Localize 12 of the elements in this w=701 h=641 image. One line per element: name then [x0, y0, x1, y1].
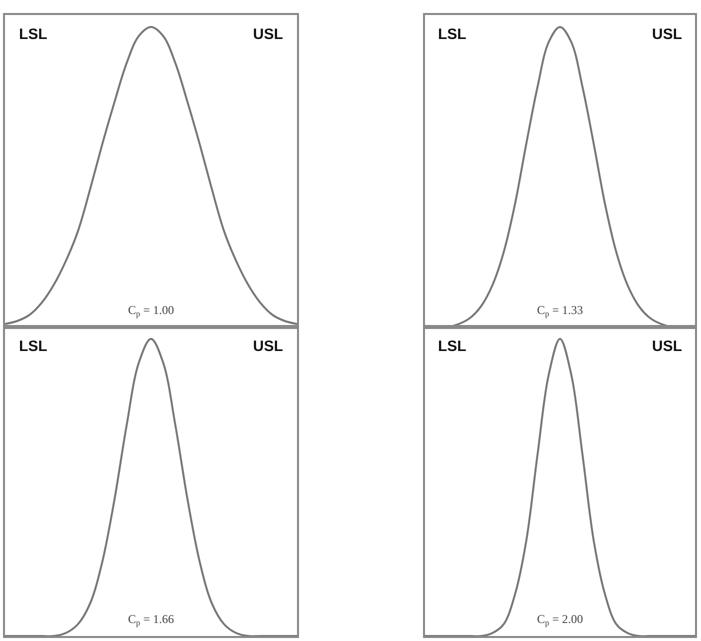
annotation: C$_{p}$ = 1.00: [128, 303, 174, 319]
annotation: USL: [652, 338, 682, 355]
annotation: C$_{p}$ = 2.00: [537, 612, 583, 628]
annotation: C$_{p}$ = 1.66: [128, 612, 174, 628]
annotation: USL: [652, 26, 682, 43]
annotation: LSL: [438, 26, 466, 43]
annotation: LSL: [19, 338, 48, 355]
annotation: LSL: [19, 26, 48, 43]
annotation: USL: [253, 338, 283, 355]
annotation: LSL: [438, 338, 466, 355]
annotation: USL: [253, 26, 283, 43]
annotation: C$_{p}$ = 1.33: [537, 303, 583, 319]
